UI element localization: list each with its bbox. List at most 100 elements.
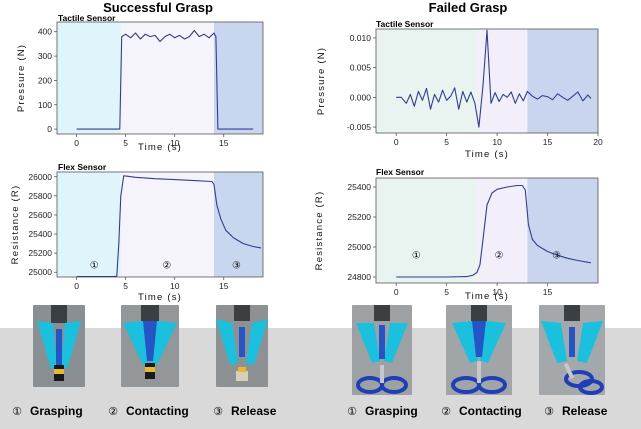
x-tick-label: 0: [394, 287, 399, 297]
succ-flex-title: Flex Sensor: [58, 162, 107, 172]
x-tick-label: 0: [74, 281, 79, 291]
x-axis-label: Time (s): [465, 149, 509, 160]
y-tick-label: 0.000: [350, 92, 372, 102]
phase-region-3: [213, 172, 263, 277]
photo-successful-release: [216, 305, 268, 387]
phase-region-1: [376, 29, 477, 133]
step-number-2: ②: [108, 406, 118, 418]
photo-failed-release: [539, 305, 605, 395]
photo-failed-grasping: [352, 305, 412, 395]
phase-number-3: ③: [552, 251, 561, 262]
photo-band: [0, 328, 641, 429]
x-axis-label: Time (s): [138, 292, 182, 303]
plot-frame: [56, 21, 264, 135]
step-label-release: Release: [231, 404, 277, 418]
phase-region-2: [120, 22, 214, 134]
y-tick-label: -0.005: [347, 122, 371, 132]
phase-number-1: ①: [412, 251, 421, 262]
x-axis-label: Time (s): [138, 142, 182, 153]
x-tick-label: 15: [543, 287, 553, 297]
step-number-1: ①: [347, 406, 357, 418]
photo-failed-contacting: [446, 305, 512, 395]
phase-number-2: ②: [495, 251, 504, 262]
fail-flex-chart: 0 5 10 15 24800 25000 25200 25400 ① ② ③ Flex Sensor…: [314, 167, 599, 302]
y-tick-label: 25600: [28, 210, 52, 220]
step-label-grasping: Grasping: [365, 404, 418, 418]
y-tick-label: 25400: [347, 182, 371, 192]
succ-flex-series-line: [76, 175, 262, 278]
x-tick-label: 15: [219, 281, 229, 291]
x-tick-label: 10: [170, 281, 180, 291]
y-axis-label: Resistance (R): [10, 185, 21, 265]
step-number-3: ③: [213, 406, 223, 418]
x-tick-label: 10: [170, 138, 180, 148]
x-tick-label: 10: [492, 287, 502, 297]
phase-region-2: [476, 29, 528, 133]
phase-region-1: [376, 178, 477, 283]
x-tick-label: 15: [543, 137, 553, 147]
y-axis-label: Pressure (N): [316, 47, 327, 115]
phase-number-1: ①: [90, 261, 99, 272]
photo-successful-grasping: [33, 305, 85, 387]
phase-region-3: [527, 178, 598, 283]
x-tick-label: 5: [444, 137, 449, 147]
phase-number-2: ②: [162, 261, 171, 272]
y-axis-label: Resistance (R): [314, 191, 325, 271]
step-label-contacting: Contacting: [126, 404, 189, 418]
phase-region-3: [213, 22, 263, 134]
fail-tactile-chart: 0 5 10 15 20 -0.005 0.000 0.005 0.010 Tactile Sen…: [316, 19, 603, 160]
phase-number-3: ③: [232, 261, 241, 272]
step-label-release: Release: [562, 404, 608, 418]
y-tick-label: 25200: [28, 248, 52, 258]
photo-successful-contacting: [121, 305, 179, 387]
succ-tactile-chart: 0 5 10 15 0 100 200 300 400 Tactile Sensor Time (s…: [16, 13, 264, 153]
phase-region-1: [57, 22, 121, 134]
plot-frame: [375, 28, 599, 134]
step-label-grasping: Grasping: [30, 404, 83, 418]
phase-region-2: [476, 178, 528, 283]
y-tick-label: 25400: [28, 229, 52, 239]
fail-tactile-series-line: [396, 29, 592, 128]
x-tick-label: 0: [74, 138, 79, 148]
x-tick-label: 0: [394, 137, 399, 147]
x-tick-label: 15: [219, 138, 229, 148]
x-axis-label: Time (s): [465, 291, 509, 302]
y-tick-label: 24800: [347, 272, 371, 282]
y-tick-label: 100: [38, 100, 52, 110]
y-tick-label: 300: [38, 51, 52, 61]
x-tick-label: 5: [444, 287, 449, 297]
plot-frame: [56, 171, 264, 278]
step-legend-group: ① Grasping ② Contacting ③ Release ① Grasping ② Co…: [12, 404, 608, 418]
y-tick-label: 0.010: [350, 33, 372, 43]
x-tick-label: 10: [492, 137, 502, 147]
x-tick-label: 20: [593, 137, 603, 147]
y-tick-label: 0: [47, 124, 52, 134]
fail-flex-title: Flex Sensor: [376, 167, 425, 177]
succ-flex-chart: 0 5 10 15 25000 25200 25400 25600 25800 26000 ① ② ③ F…: [10, 162, 264, 303]
step-number-2: ②: [441, 406, 451, 418]
y-tick-label: 26000: [28, 172, 52, 182]
fail-tactile-title: Tactile Sensor: [376, 19, 434, 29]
succ-tactile-series-line: [76, 29, 254, 130]
y-tick-label: 25000: [28, 267, 52, 277]
phase-region-1: [57, 172, 121, 277]
step-number-3: ③: [544, 406, 554, 418]
successful-panel-title: Successful Grasp: [103, 0, 213, 15]
phase-region-2: [120, 172, 214, 277]
step-label-contacting: Contacting: [459, 404, 522, 418]
plot-frame: [375, 177, 599, 284]
y-tick-label: 200: [38, 75, 52, 85]
x-tick-label: 5: [123, 281, 128, 291]
y-tick-label: 400: [38, 27, 52, 37]
y-tick-label: 25800: [28, 191, 52, 201]
failed-panel-title: Failed Grasp: [429, 0, 508, 15]
succ-tactile-title: Tactile Sensor: [58, 13, 116, 23]
phase-region-3: [527, 29, 598, 133]
y-tick-label: 25000: [347, 242, 371, 252]
step-number-1: ①: [12, 406, 22, 418]
y-axis-label: Pressure (N): [16, 44, 27, 112]
x-tick-label: 5: [123, 138, 128, 148]
fail-flex-series-line: [396, 184, 591, 278]
